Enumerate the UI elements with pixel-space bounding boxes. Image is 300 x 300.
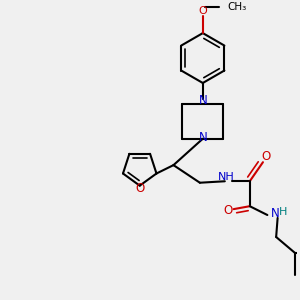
Text: N: N [199, 131, 208, 144]
Text: CH₃: CH₃ [228, 2, 247, 12]
Text: O: O [223, 204, 232, 217]
Text: NH: NH [218, 172, 235, 182]
Text: N: N [198, 94, 207, 107]
Text: H: H [279, 207, 288, 217]
Text: O: O [261, 150, 271, 163]
Text: N: N [271, 207, 280, 220]
Text: O: O [198, 6, 207, 16]
Text: O: O [135, 182, 144, 194]
